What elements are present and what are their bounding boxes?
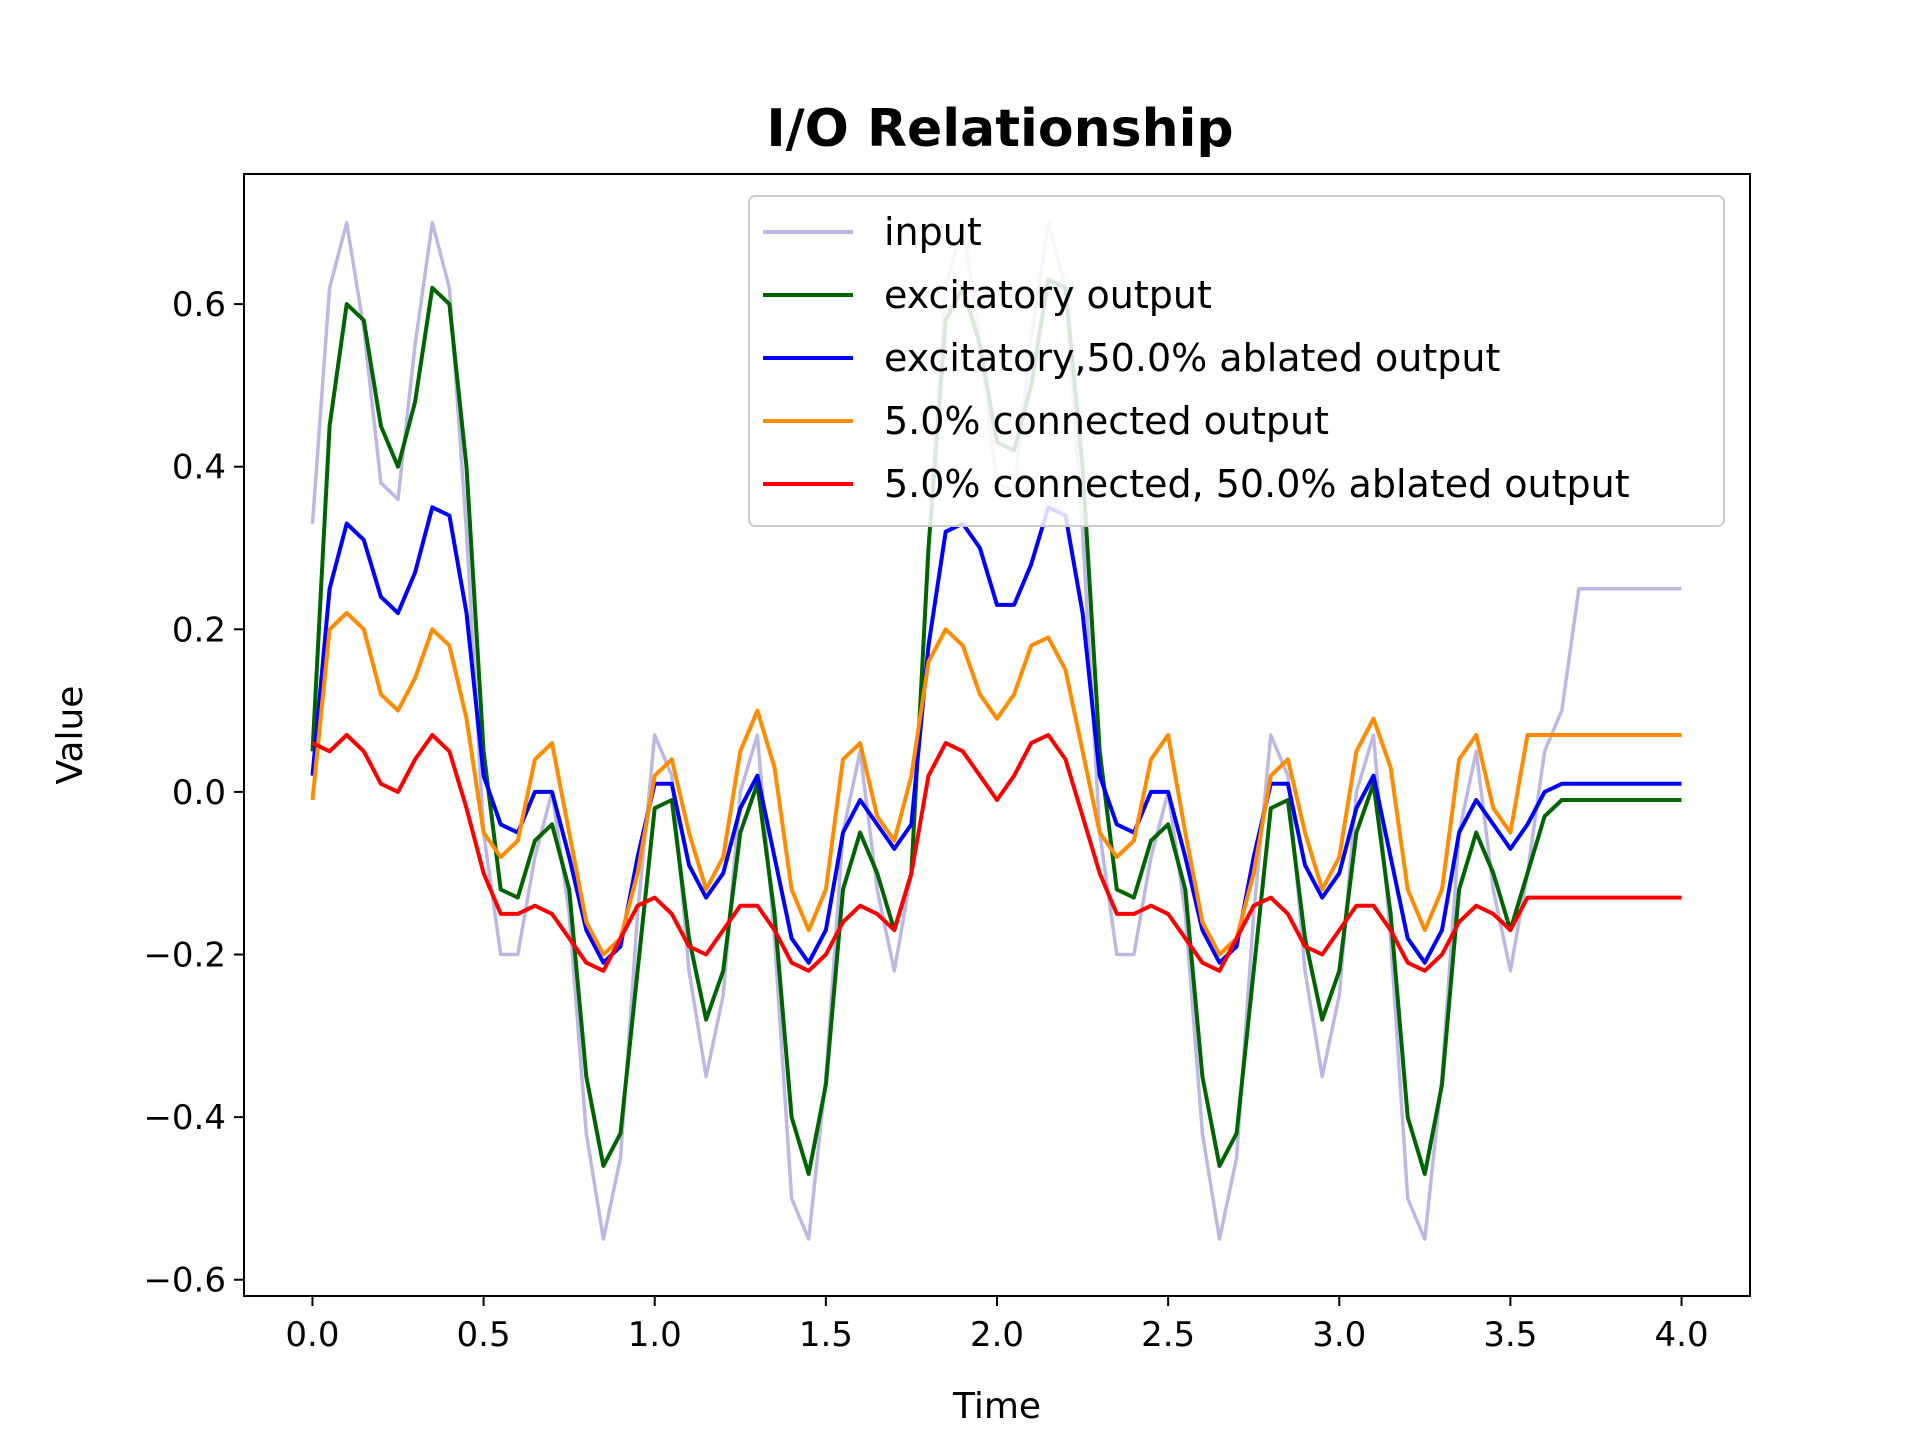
x-tick-label: 2.0 bbox=[970, 1315, 1024, 1355]
x-tick-label: 4.0 bbox=[1655, 1315, 1709, 1355]
x-tick-label: 1.0 bbox=[628, 1315, 682, 1355]
x-tick-label: 2.5 bbox=[1141, 1315, 1195, 1355]
y-tick-label: 0.4 bbox=[172, 448, 226, 488]
x-axis-ticks: 0.0 0.5 1.0 1.5 2.0 2.5 3.0 3.5 4.0 bbox=[285, 1296, 1709, 1355]
x-tick-label: 0.0 bbox=[285, 1315, 339, 1355]
y-tick-label: 0.0 bbox=[172, 773, 226, 813]
chart-title: I/O Relationship bbox=[766, 99, 1233, 159]
y-tick-label: −0.6 bbox=[143, 1261, 226, 1301]
y-tick-label: −0.4 bbox=[143, 1098, 226, 1138]
y-axis-ticks: −0.6 −0.4 −0.2 0.0 0.2 0.4 0.6 bbox=[143, 285, 244, 1301]
x-tick-label: 3.5 bbox=[1483, 1315, 1537, 1355]
legend-box bbox=[748, 195, 1725, 527]
x-tick-label: 3.0 bbox=[1312, 1315, 1366, 1355]
legend-label-2: excitatory,50.0% ablated output bbox=[884, 336, 1500, 380]
series-line-2 bbox=[310, 505, 1682, 965]
series-line-4 bbox=[311, 733, 1682, 973]
y-axis-label: Value bbox=[50, 686, 91, 785]
x-tick-label: 0.5 bbox=[457, 1315, 511, 1355]
legend-label-3: 5.0% connected output bbox=[884, 399, 1329, 443]
y-tick-label: 0.6 bbox=[172, 285, 226, 325]
legend: input excitatory output excitatory,50.0% a… bbox=[748, 195, 1725, 527]
legend-label-0: input bbox=[884, 210, 982, 254]
legend-label-4: 5.0% connected, 50.0% ablated output bbox=[884, 462, 1630, 506]
x-tick-label: 1.5 bbox=[799, 1315, 853, 1355]
y-tick-label: 0.2 bbox=[172, 610, 226, 650]
series-line-3 bbox=[310, 611, 1682, 957]
legend-label-1: excitatory output bbox=[884, 273, 1212, 317]
y-tick-label: −0.2 bbox=[143, 936, 226, 976]
x-axis-label: Time bbox=[952, 1386, 1041, 1427]
